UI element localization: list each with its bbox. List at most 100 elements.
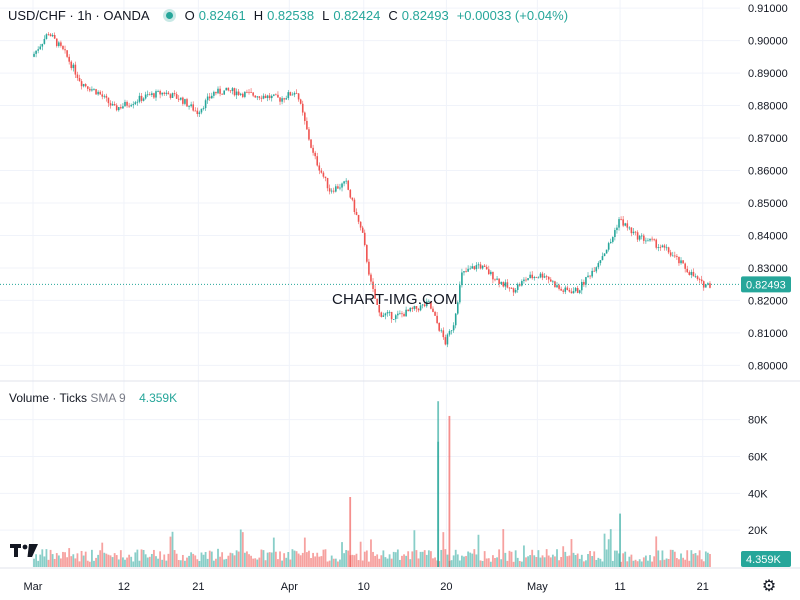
volume-bar [39,554,42,567]
volume-bar [580,554,583,567]
candle [506,282,509,288]
candle [403,313,405,317]
volume-bar [144,554,147,567]
volume-bar [421,551,424,567]
candle [539,273,542,278]
candle [535,277,538,278]
volume-bar [525,557,527,567]
candle [113,104,116,106]
candle [53,35,56,39]
volume-bar [206,558,209,567]
candle [430,301,432,309]
volume-bar [549,557,552,567]
candle [599,260,602,264]
volume-bar [99,550,102,567]
volume-bar [225,558,228,567]
volume-tick-label: 60K [748,451,768,463]
candle [368,261,370,275]
volume-bar [66,557,69,567]
volume-bar [159,551,162,567]
candle [115,105,118,111]
candle [217,88,219,94]
volume-bar [444,549,447,567]
candle [587,275,589,278]
candle [157,91,159,92]
volume-bar [103,552,106,567]
volume-bar [595,559,598,567]
candle [531,274,533,279]
volume-bar [95,557,97,567]
volume-bar [198,560,201,567]
volume-bar [535,557,538,567]
candle [614,230,616,238]
candle [190,104,192,107]
gear-icon[interactable]: ⚙ [761,578,777,595]
volume-bar [60,558,62,567]
candle [370,274,372,282]
volume-bar [644,555,647,567]
candle [446,334,449,345]
candle [428,301,430,303]
candle [550,279,552,282]
volume-bar [285,557,288,567]
price-tick-label: 0.90000 [748,36,788,48]
volume-bar [663,559,666,567]
candle [86,86,89,89]
candle [291,94,294,96]
volume-bar [210,551,213,567]
candle [516,284,519,290]
volume-bar [184,560,186,567]
volume-bar [618,553,620,567]
candle [256,96,259,98]
candle [669,252,672,256]
volume-bar [492,555,494,567]
volume-bar [349,497,352,567]
volume-bar [684,559,687,567]
volume-bar [138,560,141,567]
candle [696,276,699,280]
candle [196,110,199,115]
candle [684,263,686,269]
candle [82,84,85,87]
volume-bar [409,559,412,567]
price-tick-label: 0.87000 [748,133,788,145]
candle [694,276,697,278]
candle [605,249,608,254]
candle [306,120,308,130]
volume-bar [341,542,343,567]
volume-bar [57,555,60,567]
volume-bar [430,551,432,567]
volume-bar [667,558,670,567]
candle [601,256,604,261]
candle [312,147,314,153]
candle [374,288,376,299]
volume-bar [651,561,653,567]
volume-bar [324,549,327,567]
volume-bar [463,556,465,567]
volume-bar [427,550,430,567]
candle [335,186,337,192]
price-tick-label: 0.88000 [748,101,788,113]
candle [572,291,575,294]
candle [277,94,279,98]
volume-bar [709,553,711,567]
candle [93,89,95,90]
candle [233,88,236,96]
volume-bar [502,529,505,567]
volume-bar [399,559,401,567]
volume-bar [260,549,263,567]
candle [142,98,145,101]
volume-bar [498,549,501,567]
volume-bar [556,549,558,567]
volume-bar [119,550,122,567]
candle [103,95,106,97]
candle [628,227,631,229]
last-value-markers: 0.82493 4.359K [0,276,791,567]
volume-bar [293,550,296,567]
volume-bar [562,546,565,567]
volume-bar [101,542,104,567]
volume-bar [188,555,190,567]
volume-bar [388,554,391,567]
volume-bar [167,553,170,567]
